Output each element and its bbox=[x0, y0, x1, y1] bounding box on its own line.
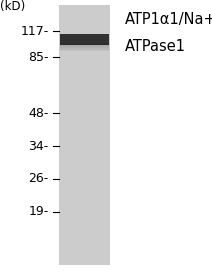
Text: (kD): (kD) bbox=[0, 0, 25, 13]
Text: 34-: 34- bbox=[28, 140, 49, 153]
Bar bbox=[60, 34, 109, 45]
Text: ATPase1: ATPase1 bbox=[125, 39, 186, 54]
Text: 26-: 26- bbox=[28, 172, 49, 185]
Bar bbox=[60, 45, 109, 48]
Text: 48-: 48- bbox=[28, 107, 49, 120]
Text: ATP1α1/Na+K+: ATP1α1/Na+K+ bbox=[125, 12, 212, 26]
Text: 117-: 117- bbox=[21, 25, 49, 38]
Bar bbox=[60, 43, 109, 46]
Text: 19-: 19- bbox=[28, 205, 49, 218]
Bar bbox=[60, 46, 109, 50]
Bar bbox=[60, 48, 109, 51]
Bar bbox=[59, 5, 110, 265]
Text: 85-: 85- bbox=[28, 51, 49, 64]
